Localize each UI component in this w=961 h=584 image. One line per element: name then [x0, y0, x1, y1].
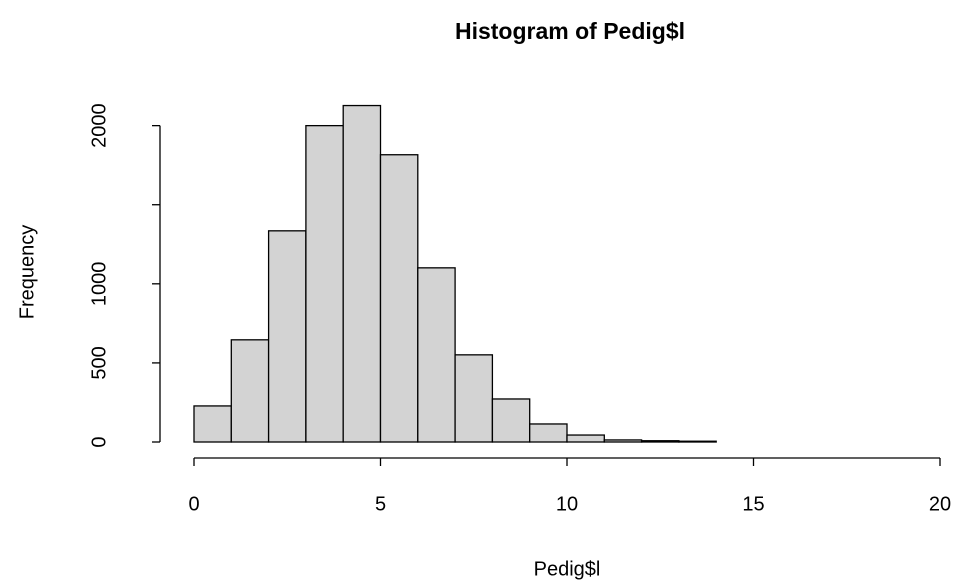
bar: [305, 124, 344, 443]
x-tick-label: 20: [929, 493, 951, 515]
bar: [379, 154, 419, 443]
bar: [454, 354, 494, 443]
y-axis-label: Frequency: [16, 225, 38, 320]
bar: [193, 405, 232, 443]
x-tick-label: 0: [188, 493, 199, 515]
bar: [417, 267, 456, 443]
bar: [230, 339, 270, 443]
bar: [640, 440, 680, 443]
x-tick-label: 15: [742, 493, 764, 515]
bar: [342, 104, 382, 443]
x-tick-label: 5: [375, 493, 386, 515]
bar: [678, 440, 717, 443]
y-tick-label: 2000: [88, 103, 110, 147]
bar: [267, 230, 307, 443]
x-axis-label: Pedig$l: [534, 558, 601, 580]
y-tick-label: 500: [88, 346, 110, 379]
bar: [491, 398, 531, 443]
bar: [603, 439, 643, 443]
x-tick-label: 10: [556, 493, 578, 515]
y-tick-label: 1000: [88, 262, 110, 307]
bar: [529, 423, 568, 443]
y-tick-label: 0: [88, 436, 110, 447]
chart-title: Histogram of Pedig$l: [455, 18, 685, 44]
bar: [566, 434, 605, 443]
